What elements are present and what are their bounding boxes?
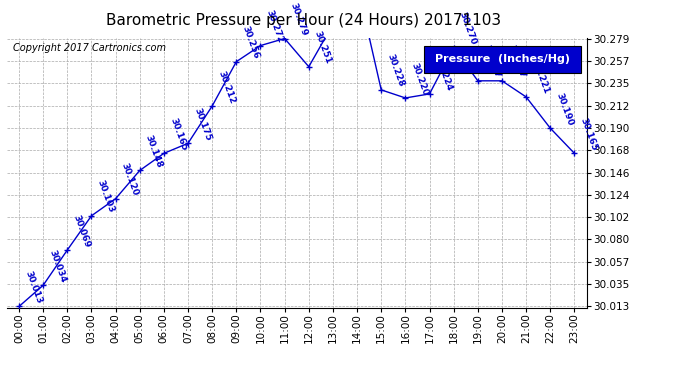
Text: 30.148: 30.148 xyxy=(144,134,164,169)
Text: 30.034: 30.034 xyxy=(48,249,68,284)
Text: 30.165: 30.165 xyxy=(579,117,599,152)
FancyBboxPatch shape xyxy=(424,46,581,73)
Text: 30.272: 30.272 xyxy=(265,9,285,44)
Text: 30.270: 30.270 xyxy=(458,11,478,46)
Text: 30.279: 30.279 xyxy=(289,2,309,37)
Text: 30.256: 30.256 xyxy=(241,25,261,60)
Text: 30.251: 30.251 xyxy=(313,30,333,65)
Text: 30.333: 30.333 xyxy=(0,374,1,375)
Text: 30.237: 30.237 xyxy=(506,44,526,80)
Text: Copyright 2017 Cartronics.com: Copyright 2017 Cartronics.com xyxy=(12,43,166,53)
Text: 30.165: 30.165 xyxy=(168,117,188,152)
Text: 30.175: 30.175 xyxy=(193,106,213,142)
Text: 30.228: 30.228 xyxy=(386,53,406,88)
Text: 30.120: 30.120 xyxy=(120,162,140,197)
Text: Pressure  (Inches/Hg): Pressure (Inches/Hg) xyxy=(435,54,570,64)
Text: 30.069: 30.069 xyxy=(72,213,92,249)
Text: 30.220: 30.220 xyxy=(410,61,430,96)
Text: 30.013: 30.013 xyxy=(23,270,43,305)
Text: 30.221: 30.221 xyxy=(531,60,551,96)
Text: 30.190: 30.190 xyxy=(555,91,575,127)
Text: 30.237: 30.237 xyxy=(482,44,502,80)
Text: 30.103: 30.103 xyxy=(96,179,116,214)
Text: 30.224: 30.224 xyxy=(434,57,454,93)
Text: Barometric Pressure per Hour (24 Hours) 20171103: Barometric Pressure per Hour (24 Hours) … xyxy=(106,13,501,28)
Text: 30.293: 30.293 xyxy=(0,374,1,375)
Text: 30.212: 30.212 xyxy=(217,69,237,105)
